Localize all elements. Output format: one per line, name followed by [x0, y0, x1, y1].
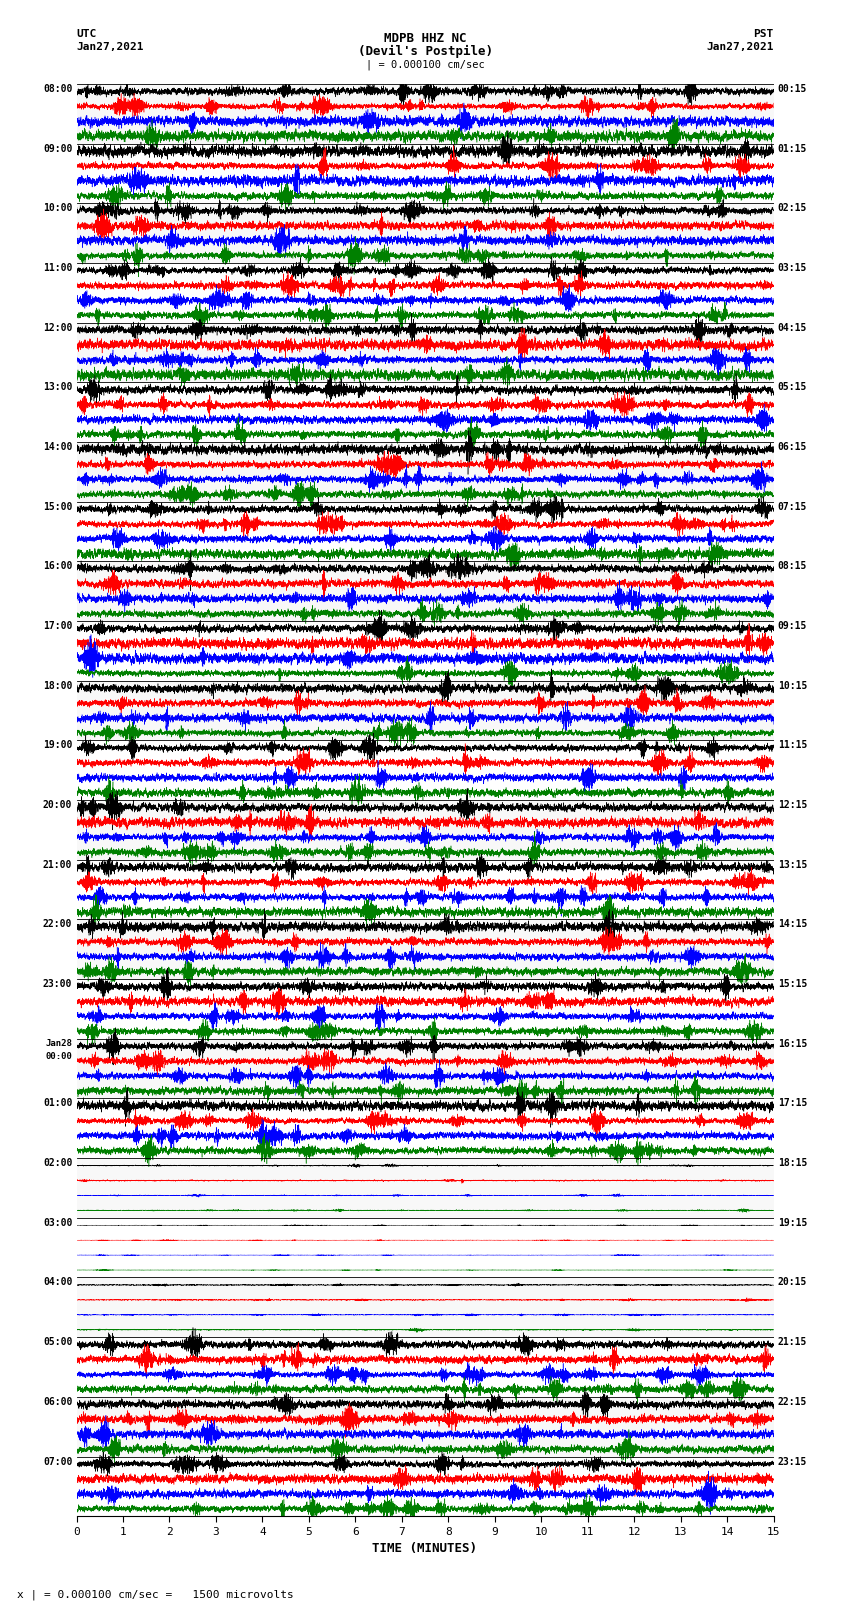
FancyBboxPatch shape [76, 1337, 774, 1397]
FancyBboxPatch shape [76, 1277, 774, 1337]
Text: 14:00: 14:00 [42, 442, 72, 452]
Text: PST: PST [753, 29, 774, 39]
Text: 13:00: 13:00 [42, 382, 72, 392]
FancyBboxPatch shape [76, 203, 774, 263]
Text: 02:15: 02:15 [778, 203, 807, 213]
Text: 04:15: 04:15 [778, 323, 807, 332]
Text: 19:15: 19:15 [778, 1218, 807, 1227]
Text: 17:15: 17:15 [778, 1098, 807, 1108]
Text: | = 0.000100 cm/sec: | = 0.000100 cm/sec [366, 60, 484, 71]
FancyBboxPatch shape [76, 263, 774, 323]
Text: Jan28: Jan28 [45, 1039, 72, 1048]
Text: 07:00: 07:00 [42, 1457, 72, 1466]
Text: Jan27,2021: Jan27,2021 [706, 42, 774, 52]
Text: 06:00: 06:00 [42, 1397, 72, 1407]
Text: 20:00: 20:00 [42, 800, 72, 810]
Text: 11:00: 11:00 [42, 263, 72, 273]
Text: 03:15: 03:15 [778, 263, 807, 273]
Text: 20:15: 20:15 [778, 1277, 807, 1287]
Text: 15:15: 15:15 [778, 979, 807, 989]
X-axis label: TIME (MINUTES): TIME (MINUTES) [372, 1542, 478, 1555]
FancyBboxPatch shape [76, 1039, 774, 1098]
FancyBboxPatch shape [76, 144, 774, 203]
Text: 10:00: 10:00 [42, 203, 72, 213]
Text: 14:15: 14:15 [778, 919, 807, 929]
Text: 16:00: 16:00 [42, 561, 72, 571]
Text: 21:00: 21:00 [42, 860, 72, 869]
Text: 11:15: 11:15 [778, 740, 807, 750]
Text: 01:15: 01:15 [778, 144, 807, 153]
Text: 21:15: 21:15 [778, 1337, 807, 1347]
FancyBboxPatch shape [76, 621, 774, 681]
Text: 17:00: 17:00 [42, 621, 72, 631]
Text: 19:00: 19:00 [42, 740, 72, 750]
FancyBboxPatch shape [76, 323, 774, 382]
Text: 16:15: 16:15 [778, 1039, 807, 1048]
Text: 12:15: 12:15 [778, 800, 807, 810]
FancyBboxPatch shape [76, 800, 774, 860]
Text: 05:00: 05:00 [42, 1337, 72, 1347]
FancyBboxPatch shape [76, 919, 774, 979]
Text: 05:15: 05:15 [778, 382, 807, 392]
Text: 03:00: 03:00 [42, 1218, 72, 1227]
Text: MDPB HHZ NC: MDPB HHZ NC [383, 32, 467, 45]
Text: 22:15: 22:15 [778, 1397, 807, 1407]
Text: x | = 0.000100 cm/sec =   1500 microvolts: x | = 0.000100 cm/sec = 1500 microvolts [17, 1589, 294, 1600]
Text: 18:15: 18:15 [778, 1158, 807, 1168]
Text: 08:00: 08:00 [42, 84, 72, 94]
Text: 12:00: 12:00 [42, 323, 72, 332]
FancyBboxPatch shape [76, 561, 774, 621]
Text: (Devil's Postpile): (Devil's Postpile) [358, 45, 492, 58]
FancyBboxPatch shape [76, 84, 774, 144]
Text: 02:00: 02:00 [42, 1158, 72, 1168]
FancyBboxPatch shape [76, 860, 774, 919]
Text: 08:15: 08:15 [778, 561, 807, 571]
Text: 00:00: 00:00 [45, 1052, 72, 1061]
Text: 09:15: 09:15 [778, 621, 807, 631]
Text: 09:00: 09:00 [42, 144, 72, 153]
Text: 23:00: 23:00 [42, 979, 72, 989]
Text: Jan27,2021: Jan27,2021 [76, 42, 144, 52]
Text: 07:15: 07:15 [778, 502, 807, 511]
Text: 18:00: 18:00 [42, 681, 72, 690]
FancyBboxPatch shape [76, 442, 774, 502]
FancyBboxPatch shape [76, 1218, 774, 1277]
FancyBboxPatch shape [76, 740, 774, 800]
Text: 22:00: 22:00 [42, 919, 72, 929]
Text: 00:15: 00:15 [778, 84, 807, 94]
Text: 01:00: 01:00 [42, 1098, 72, 1108]
Text: UTC: UTC [76, 29, 97, 39]
FancyBboxPatch shape [76, 1457, 774, 1516]
Text: 15:00: 15:00 [42, 502, 72, 511]
FancyBboxPatch shape [76, 1397, 774, 1457]
Text: 04:00: 04:00 [42, 1277, 72, 1287]
FancyBboxPatch shape [76, 681, 774, 740]
FancyBboxPatch shape [76, 979, 774, 1039]
FancyBboxPatch shape [76, 382, 774, 442]
FancyBboxPatch shape [76, 1098, 774, 1158]
Text: 10:15: 10:15 [778, 681, 807, 690]
FancyBboxPatch shape [76, 502, 774, 561]
Text: 23:15: 23:15 [778, 1457, 807, 1466]
Text: 13:15: 13:15 [778, 860, 807, 869]
FancyBboxPatch shape [76, 1158, 774, 1218]
Text: 06:15: 06:15 [778, 442, 807, 452]
